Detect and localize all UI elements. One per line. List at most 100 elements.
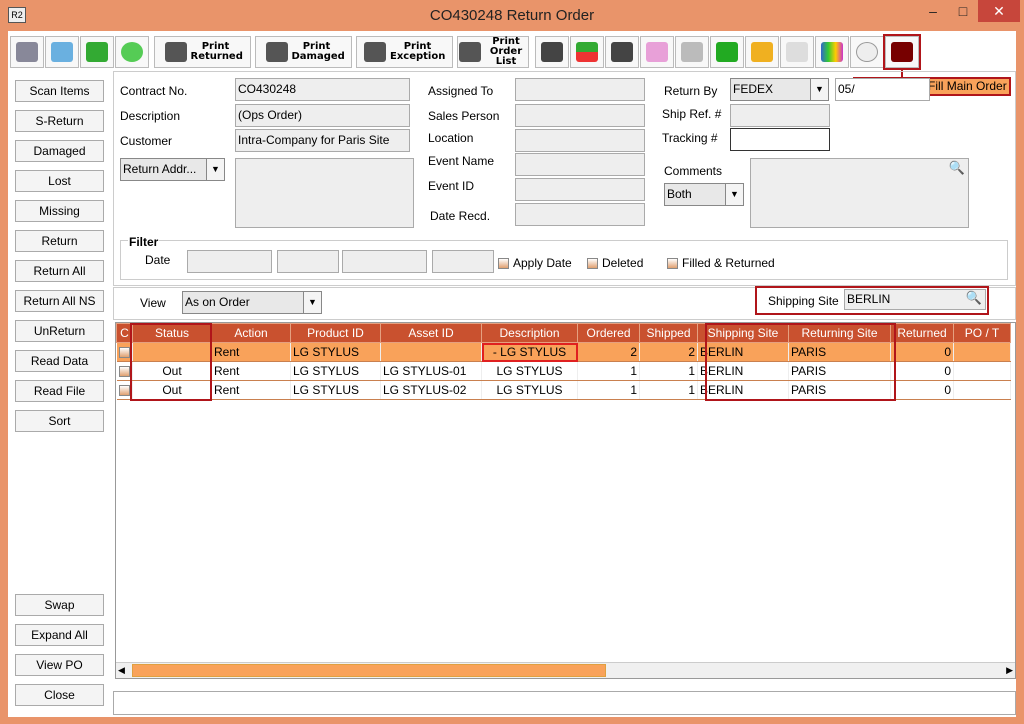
button-sort[interactable]: Sort bbox=[15, 410, 104, 432]
scanner-list-button[interactable] bbox=[535, 36, 569, 68]
assigned-field[interactable] bbox=[515, 78, 645, 101]
event-id-field[interactable] bbox=[515, 178, 645, 201]
button-s-return[interactable]: S-Return bbox=[15, 110, 104, 132]
button-return-all[interactable]: Return All bbox=[15, 260, 104, 282]
cell-returned: 0 bbox=[890, 361, 954, 381]
table-row[interactable]: Out Rent LG STYLUS LG STYLUS-02 LG STYLUS 1 1 B… bbox=[116, 380, 1011, 400]
event-name-field[interactable] bbox=[515, 153, 645, 176]
button-close[interactable]: Close bbox=[15, 684, 104, 706]
column-header[interactable]: C bbox=[116, 323, 133, 343]
location-field[interactable] bbox=[515, 129, 645, 152]
print-order-list-button[interactable]: Print Order List bbox=[457, 36, 529, 68]
sales-person-field[interactable] bbox=[515, 104, 645, 127]
receive-fill-icon bbox=[891, 42, 913, 62]
row-checkbox[interactable] bbox=[116, 380, 133, 400]
print-damaged-button[interactable]: Print Damaged bbox=[255, 36, 352, 68]
button-read-file[interactable]: Read File bbox=[15, 380, 104, 402]
add-remove-button[interactable] bbox=[570, 36, 604, 68]
time-from-field[interactable] bbox=[277, 250, 339, 273]
button-expand-all[interactable]: Expand All bbox=[15, 624, 104, 646]
items-table: C Status Action Product ID Asset ID Descripti… bbox=[116, 323, 1011, 400]
column-header[interactable]: Ordered bbox=[577, 323, 640, 343]
return-address-box[interactable] bbox=[235, 158, 414, 228]
cell-shipping-site: BERLIN bbox=[697, 342, 789, 362]
column-header[interactable]: Product ID bbox=[290, 323, 381, 343]
customer-field[interactable]: Intra-Company for Paris Site bbox=[235, 129, 410, 152]
button-lost[interactable]: Lost bbox=[15, 170, 104, 192]
edit-notes-button[interactable] bbox=[780, 36, 814, 68]
gauge-button[interactable] bbox=[850, 36, 884, 68]
cell-asset-id bbox=[380, 342, 482, 362]
warning-doc-button[interactable] bbox=[745, 36, 779, 68]
row-checkbox[interactable] bbox=[116, 361, 133, 381]
tracking-field[interactable] bbox=[730, 128, 830, 151]
cell-shipped: 2 bbox=[639, 342, 698, 362]
return-by-dropdown[interactable]: FEDEX ▼ bbox=[730, 78, 829, 101]
column-header[interactable]: Asset ID bbox=[380, 323, 482, 343]
button-return[interactable]: Return bbox=[15, 230, 104, 252]
date-to-dropdown[interactable] bbox=[342, 250, 427, 273]
row-checkbox[interactable] bbox=[116, 342, 133, 362]
highlight-box bbox=[883, 34, 921, 70]
close-window-button[interactable]: ✕ bbox=[978, 0, 1020, 22]
maximize-button[interactable]: □ bbox=[958, 3, 968, 19]
printer-icon bbox=[459, 42, 481, 62]
funnel-button[interactable] bbox=[675, 36, 709, 68]
table-row[interactable]: Out Rent LG STYLUS LG STYLUS-01 LG STYLUS 1 1 B… bbox=[116, 361, 1011, 381]
button-view-po[interactable]: View PO bbox=[15, 654, 104, 676]
search-icon[interactable]: 🔍 bbox=[965, 290, 982, 305]
button-damaged[interactable]: Damaged bbox=[15, 140, 104, 162]
contract-field[interactable]: CO430248 bbox=[235, 78, 410, 101]
ship-ref-field[interactable] bbox=[730, 104, 830, 127]
search-icon[interactable]: 🔍 bbox=[948, 160, 965, 175]
scroll-left-icon[interactable]: ◀ bbox=[118, 665, 125, 675]
apply-date-checkbox[interactable]: Apply Date bbox=[498, 256, 572, 270]
column-header[interactable]: Shipped bbox=[639, 323, 698, 343]
button-missing[interactable]: Missing bbox=[15, 200, 104, 222]
scrollbar-thumb[interactable] bbox=[132, 664, 606, 677]
scroll-right-icon[interactable]: ▶ bbox=[1006, 665, 1013, 675]
button-return-all-ns[interactable]: Return All NS bbox=[15, 290, 104, 312]
deleted-checkbox[interactable]: Deleted bbox=[587, 256, 643, 270]
column-header[interactable]: Description bbox=[481, 323, 578, 343]
return-date-field[interactable]: 05/ bbox=[835, 78, 930, 101]
print-exception-button[interactable]: Print Exception bbox=[356, 36, 453, 68]
button-swap[interactable]: Swap bbox=[15, 594, 104, 616]
table-row[interactable]: Rent LG STYLUS - LG STYLUS 2 2 BERLIN PARIS 0 bbox=[116, 342, 1011, 362]
column-header[interactable]: Returned bbox=[890, 323, 954, 343]
button-scan-items[interactable]: Scan Items bbox=[15, 80, 104, 102]
filled-returned-checkbox[interactable]: Filled & Returned bbox=[667, 256, 775, 270]
button-read-data[interactable]: Read Data bbox=[15, 350, 104, 372]
column-header[interactable]: Shipping Site bbox=[697, 323, 789, 343]
grid-select-button[interactable] bbox=[815, 36, 849, 68]
horizontal-scrollbar[interactable]: ◀ ▶ bbox=[116, 662, 1015, 678]
date-recd-field[interactable] bbox=[515, 203, 645, 226]
assigned-label: Assigned To bbox=[428, 84, 494, 98]
view-dropdown[interactable]: As on Order ▼ bbox=[182, 291, 322, 314]
column-header[interactable]: PO / T bbox=[953, 323, 1011, 343]
zoom-icon bbox=[121, 42, 143, 62]
column-header[interactable]: Returning Site bbox=[788, 323, 891, 343]
zoom-button[interactable] bbox=[115, 36, 149, 68]
scanner-alert-button[interactable] bbox=[605, 36, 639, 68]
cell-asset-id: LG STYLUS-01 bbox=[380, 361, 482, 381]
print-button[interactable] bbox=[45, 36, 79, 68]
column-header[interactable]: Status bbox=[132, 323, 212, 343]
refresh-button[interactable] bbox=[80, 36, 114, 68]
print-returned-button[interactable]: Print Returned bbox=[154, 36, 251, 68]
column-header[interactable]: Action bbox=[211, 323, 291, 343]
date-from-dropdown[interactable] bbox=[187, 250, 272, 273]
shipping-site-field[interactable]: BERLIN 🔍 bbox=[844, 289, 986, 310]
time-to-field[interactable] bbox=[432, 250, 494, 273]
schedule-button[interactable] bbox=[640, 36, 674, 68]
binoculars-button[interactable] bbox=[10, 36, 44, 68]
receive-fill-main-order-button[interactable] bbox=[885, 36, 919, 68]
comments-dropdown[interactable]: Both ▼ bbox=[664, 183, 744, 206]
return-address-dropdown[interactable]: Return Addr... ▼ bbox=[120, 158, 225, 181]
button-unreturn[interactable]: UnReturn bbox=[15, 320, 104, 342]
comments-box[interactable]: 🔍 bbox=[750, 158, 969, 228]
filter-check-button[interactable] bbox=[710, 36, 744, 68]
description-field[interactable]: (Ops Order) bbox=[235, 104, 410, 127]
cell-po-t bbox=[953, 342, 1011, 362]
minimize-button[interactable]: – bbox=[929, 3, 937, 19]
